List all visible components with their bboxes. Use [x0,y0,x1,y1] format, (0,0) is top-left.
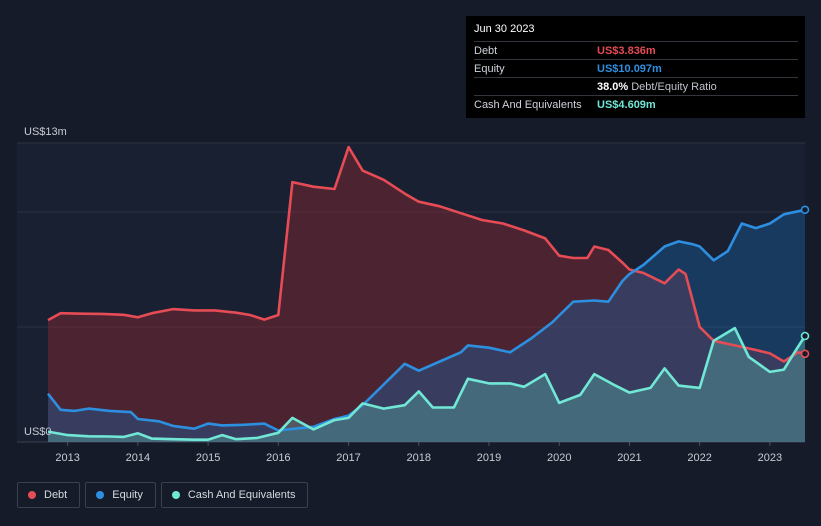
legend-item-debt[interactable]: Debt [17,482,81,508]
x-tick-label-2023: 2023 [758,452,782,464]
y-axis-top-label: US$13m [24,126,67,138]
legend-item-cash[interactable]: Cash And Equivalents [160,482,309,508]
x-tick-label-2019: 2019 [477,452,501,464]
equity-area [48,209,805,442]
tooltip-equity-value: US$10.097m [597,62,662,75]
tooltip-cash-label: Cash And Equivalents [474,98,582,111]
equity-endpoint [800,205,810,215]
x-tick-label-2020: 2020 [547,452,571,464]
tooltip-row-equity: Equity US$10.097m [474,59,798,77]
legend-debt-label: Debt [44,489,68,501]
cash-and-equivalents-line [47,326,807,441]
tooltip-date: Jun 30 2023 [474,23,535,35]
x-tick-label-2022: 2022 [687,452,711,464]
x-tick-label-2013: 2013 [55,452,79,464]
cash-dot-icon [171,491,180,499]
x-axis-ticks: 2013 2014 2015 2016 2017 2018 2019 2020 2021 2022… [55,442,782,464]
cash-and-equivalents-endpoint [800,331,810,341]
tooltip-row-debt: Debt US$3.836m [474,41,798,59]
tooltip-debt-value: US$3.836m [597,44,656,57]
series-lines [46,145,807,441]
tooltip-ratio-value: 38.0% [597,80,629,93]
cash-and-equivalents-area [48,328,805,442]
equity-dot-icon [96,491,105,499]
tooltip-equity-label: Equity [474,62,505,75]
tooltip-row-ratio: 38.0% Debt/Equity Ratio [474,77,798,95]
legend-item-equity[interactable]: Equity [85,482,156,508]
plot-area [17,143,805,442]
debt-dot-icon [28,491,36,499]
series-endpoints [800,205,810,359]
debt-endpoint [800,349,810,359]
legend-equity-label: Equity [112,489,143,501]
legend-cash-label: Cash And Equivalents [187,489,296,501]
tooltip-cash-value: US$4.609m [597,98,656,111]
tooltip-ratio-label: Debt/Equity Ratio [631,80,717,93]
x-tick-label-2016: 2016 [266,452,290,464]
x-tick-label-2017: 2017 [336,452,360,464]
x-tick-label-2014: 2014 [126,452,150,464]
equity-line [46,208,806,432]
x-tick-label-2021: 2021 [617,452,641,464]
x-tick-label-2018: 2018 [407,452,431,464]
chart-legend: Debt Equity Cash And Equivalents [17,482,309,510]
tooltip-debt-label: Debt [474,44,498,57]
gridlines [17,142,805,443]
series-areas [48,147,805,442]
y-axis-bottom-label: US$0 [24,426,52,438]
debt-area [48,147,805,442]
x-tick-label-2015: 2015 [196,452,220,464]
data-tooltip: Jun 30 2023 Debt US$3.836m Equity US$10.… [466,16,805,118]
tooltip-row-cash: Cash And Equivalents US$4.609m [474,95,798,113]
debt-line [47,145,806,363]
